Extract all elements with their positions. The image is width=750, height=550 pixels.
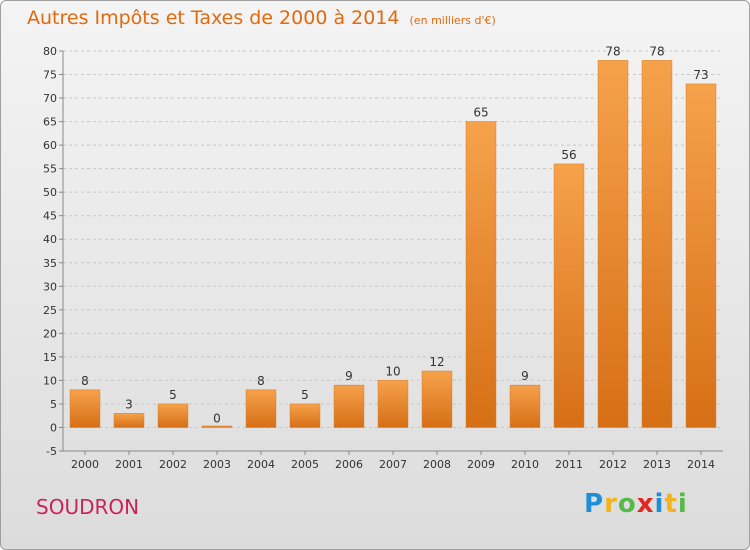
x-tick-label-2010: 2010 (511, 458, 539, 471)
logo-letter: t (664, 489, 678, 519)
value-label-2004: 8 (257, 374, 265, 388)
x-tick-label-2009: 2009 (467, 458, 495, 471)
x-tick-label-2005: 2005 (291, 458, 319, 471)
bar-2004 (245, 389, 277, 428)
value-label-2006: 9 (345, 369, 353, 383)
commune-name: SOUDRON (36, 495, 140, 519)
y-tick-label: 50 (43, 186, 57, 199)
y-tick-label: 15 (43, 351, 57, 364)
x-tick-label-2002: 2002 (159, 458, 187, 471)
y-tick-label: 10 (43, 374, 57, 387)
value-label-2013: 78 (649, 44, 664, 58)
x-tick-label-2001: 2001 (115, 458, 143, 471)
y-tick-label: 30 (43, 280, 57, 293)
chart-subtitle: (en milliers d'€) (409, 14, 496, 27)
x-tick-label-2007: 2007 (379, 458, 407, 471)
bar-2008 (421, 370, 453, 428)
logo-letter: x (636, 489, 655, 519)
bar-2006 (333, 384, 365, 428)
logo-letter: i (654, 489, 665, 519)
x-tick-label-2011: 2011 (555, 458, 583, 471)
bar-2002 (157, 403, 189, 428)
proxiti-logo: Proxiti (584, 489, 688, 519)
bar-2012 (597, 60, 629, 428)
value-label-2000: 8 (81, 374, 89, 388)
logo-letter: r (604, 489, 618, 519)
y-tick-label: 75 (43, 69, 57, 82)
x-tick-label-2014: 2014 (687, 458, 715, 471)
y-tick-label: 35 (43, 257, 57, 270)
x-tick-label-2013: 2013 (643, 458, 671, 471)
y-tick-label: 60 (43, 139, 57, 152)
x-tick-label-2008: 2008 (423, 458, 451, 471)
bar-2014 (685, 83, 717, 428)
y-tick-label: 55 (43, 163, 57, 176)
x-tick-label-2003: 2003 (203, 458, 231, 471)
bar-2003 (201, 425, 233, 428)
x-tick-label-2004: 2004 (247, 458, 275, 471)
value-labels: 8 3 5 0 8 5 9 10 12 65 9 56 78 78 73 (81, 44, 708, 425)
y-tick-label: 40 (43, 233, 57, 246)
y-tick-label: 25 (43, 304, 57, 317)
y-tick-label: 65 (43, 116, 57, 129)
y-tick-label: -5 (46, 445, 57, 458)
value-label-2003: 0 (213, 411, 221, 425)
x-axis: 2000 2001 2002 2003 2004 2005 2006 2007 2008 2009… (63, 450, 723, 471)
x-tick-label-2012: 2012 (599, 458, 627, 471)
x-tick-label-2000: 2000 (71, 458, 99, 471)
bar-2009 (465, 121, 497, 428)
logo-letter: i (677, 489, 688, 519)
y-axis: -5 0 5 10 15 20 25 30 35 40 45 50 55 60 65 70 75 80 (43, 45, 64, 458)
y-tick-label: 45 (43, 210, 57, 223)
value-label-2005: 5 (301, 388, 309, 402)
y-tick-label: 20 (43, 327, 57, 340)
bar-2013 (641, 60, 673, 428)
logo-letter: o (617, 489, 637, 519)
value-label-2008: 12 (429, 355, 444, 369)
y-tick-label: 70 (43, 92, 57, 105)
value-label-2010: 9 (521, 369, 529, 383)
bars (69, 60, 717, 428)
chart-title: Autres Impôts et Taxes de 2000 à 2014 (e… (27, 7, 496, 29)
value-label-2014: 73 (693, 68, 708, 82)
y-tick-label: 80 (43, 45, 57, 58)
logo-letter: P (584, 489, 605, 519)
value-label-2007: 10 (385, 364, 400, 378)
value-label-2001: 3 (125, 397, 133, 411)
bar-2005 (289, 403, 321, 428)
y-tick-label: 5 (50, 398, 57, 411)
bar-2007 (377, 380, 409, 428)
value-label-2012: 78 (605, 44, 620, 58)
bar-2011 (553, 163, 585, 428)
bar-2010 (509, 384, 541, 428)
value-label-2011: 56 (561, 148, 576, 162)
bar-2001 (113, 413, 145, 428)
value-label-2009: 65 (473, 106, 488, 120)
x-tick-label-2006: 2006 (335, 458, 363, 471)
title-text: Autres Impôts et Taxes de 2000 à 2014 (27, 7, 400, 29)
bar-2000 (69, 389, 101, 428)
y-tick-label: 0 (50, 421, 57, 434)
value-label-2002: 5 (169, 388, 177, 402)
